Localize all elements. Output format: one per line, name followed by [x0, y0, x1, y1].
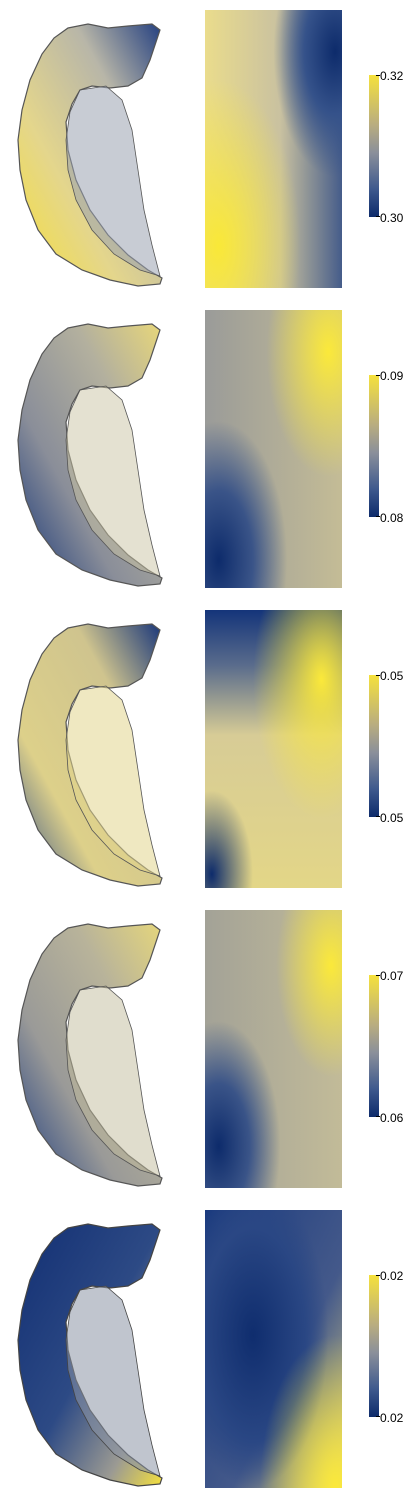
colorbar: [369, 1275, 379, 1417]
colorbar-tick-max: [376, 75, 380, 76]
colorbar-min-label: 0.08: [380, 511, 404, 525]
colorbar-max-label: 0.07: [380, 969, 404, 983]
flatmap-icon: [205, 310, 342, 588]
colorbar: [369, 675, 379, 817]
hippocampus-surface-icon: [17, 623, 163, 887]
flatmap-icon: [205, 910, 342, 1188]
colorbar: [369, 375, 379, 517]
colorbar-tick-max: [376, 1275, 380, 1276]
colorbar-max-label: 0.05: [380, 669, 404, 683]
colorbar-tick-min: [376, 1416, 380, 1417]
panel-row: 0.07 0.06: [0, 900, 410, 1200]
colorbar: [369, 975, 379, 1117]
colorbar-max-label: 0.09: [380, 369, 404, 383]
panel-row: 0.09 0.08: [0, 300, 410, 600]
flatmap-icon: [205, 610, 342, 888]
hippocampus-surface-icon: [17, 23, 163, 287]
panel-row: 0.32 0.30: [0, 0, 410, 300]
colorbar-tick-min: [376, 1116, 380, 1117]
colorbar-tick-max: [376, 675, 380, 676]
colorbar-min-label: 0.05: [380, 811, 404, 825]
panel-row: 0.05 0.05: [0, 600, 410, 900]
colorbar-tick-max: [376, 975, 380, 976]
flatmap-icon: [205, 1210, 342, 1488]
flatmap-icon: [205, 10, 342, 288]
colorbar-tick-min: [376, 816, 380, 817]
hippocampus-surface-icon: [17, 923, 163, 1187]
colorbar-tick-min: [376, 216, 380, 217]
colorbar-max-label: 0.32: [380, 69, 404, 83]
colorbar-min-label: 0.02: [380, 1411, 404, 1425]
colorbar-max-label: 0.02: [380, 1269, 404, 1283]
colorbar-min-label: 0.30: [380, 211, 404, 225]
panel-row: 0.02 0.02: [0, 1200, 410, 1500]
colorbar: [369, 75, 379, 217]
hippocampus-surface-icon: [17, 323, 163, 587]
colorbar-tick-max: [376, 375, 380, 376]
colorbar-tick-min: [376, 516, 380, 517]
colorbar-min-label: 0.06: [380, 1111, 404, 1125]
hippocampus-surface-icon: [17, 1223, 163, 1487]
